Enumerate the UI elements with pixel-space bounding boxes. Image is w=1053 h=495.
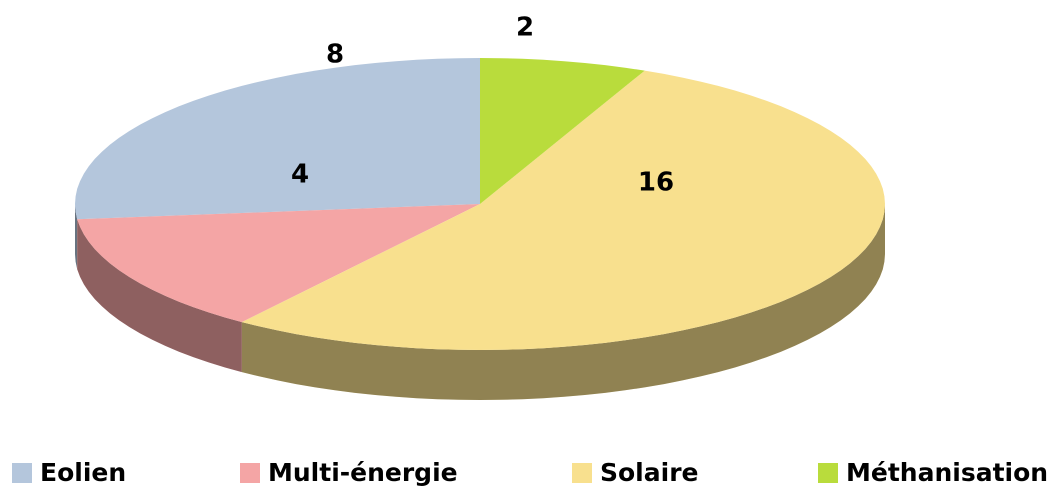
legend-swatch (240, 463, 260, 483)
data-label: 4 (291, 160, 309, 190)
slice-side-shade (241, 204, 885, 400)
legend-swatch (572, 463, 592, 483)
legend-label: Multi-énergie (268, 458, 458, 487)
legend-swatch (12, 463, 32, 483)
slice-side (241, 204, 885, 400)
slice (75, 58, 480, 220)
legend-label: Eolien (40, 458, 126, 487)
slice-side (77, 219, 242, 373)
data-label: 8 (326, 40, 344, 70)
slice-side (75, 204, 78, 270)
legend-swatch (818, 463, 838, 483)
slice (241, 70, 885, 350)
slice (480, 58, 645, 204)
data-label: 2 (516, 13, 534, 43)
slice-side-shade (77, 219, 242, 373)
legend-label: Solaire (600, 458, 698, 487)
slice (77, 204, 480, 323)
data-label: 16 (638, 168, 674, 198)
slice-side-shade (75, 204, 78, 270)
legend-label: Méthanisation (846, 458, 1048, 487)
